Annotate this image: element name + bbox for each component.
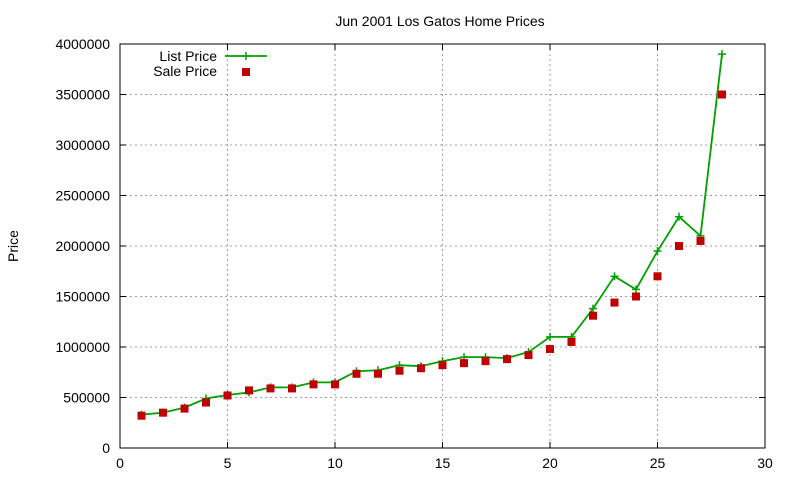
series-layer [137,50,726,420]
data-point [395,366,404,375]
x-tick-label: 20 [542,455,558,471]
data-point [632,292,640,301]
data-point [438,361,447,370]
data-point [245,386,253,395]
data-point [266,384,275,393]
data-point [632,285,640,294]
data-point [309,380,318,389]
data-point [524,351,533,360]
chart-title: Jun 2001 Los Gatos Home Prices [335,13,544,29]
data-point [417,364,425,373]
data-point [180,404,189,413]
x-tick-label: 30 [757,455,773,471]
data-point [718,90,726,99]
data-point [546,332,554,341]
data-point [653,247,662,256]
y-tick-label: 3500000 [55,87,110,103]
data-point [137,411,146,420]
data-point [653,272,662,281]
y-tick-label: 0 [102,440,110,456]
legend-key-sale-price-marker [242,68,250,76]
data-point [546,345,554,354]
data-point [159,408,167,417]
data-point [718,50,726,59]
data-point [481,357,490,366]
y-tick-label: 1500000 [55,289,110,305]
legend-keys [225,52,267,76]
data-point [567,337,576,346]
data-point [589,304,597,313]
data-point [374,369,382,378]
data-point [675,242,683,250]
data-point [202,398,210,407]
y-tick-label: 2500000 [55,188,110,204]
data-point [331,380,339,389]
legend: List Price Sale Price [153,48,267,79]
series-line [141,53,723,416]
y-tick-label: 500000 [63,390,110,406]
data-point [589,311,597,320]
data-point [288,384,296,393]
x-tick-label: 15 [435,455,451,471]
legend-label-sale-price: Sale Price [153,63,217,79]
data-point [460,359,468,368]
data-point [610,272,619,281]
y-tick-label: 2000000 [55,238,110,254]
legend-label-list-price: List Price [159,48,217,64]
series-list-price [137,50,726,419]
y-axis-label: Price [5,230,21,262]
data-point [503,355,511,364]
axis-ticks: 0 5 10 15 20 25 30 0 500000 1000000 1500000 2000000… [55,36,773,471]
x-tick-label: 0 [116,455,124,471]
series-sale-price [137,90,726,420]
data-point [696,236,705,245]
x-tick-label: 10 [327,455,343,471]
data-point [610,298,619,307]
legend-key-list-price-marker [242,52,250,60]
data-point [223,391,232,400]
y-tick-label: 1000000 [55,339,110,355]
x-tick-label: 25 [650,455,666,471]
x-tick-label: 5 [224,455,232,471]
y-tick-label: 3000000 [55,137,110,153]
data-point [352,369,361,378]
y-tick-label: 4000000 [55,36,110,52]
grid-lines [120,44,765,448]
data-point [675,212,683,221]
